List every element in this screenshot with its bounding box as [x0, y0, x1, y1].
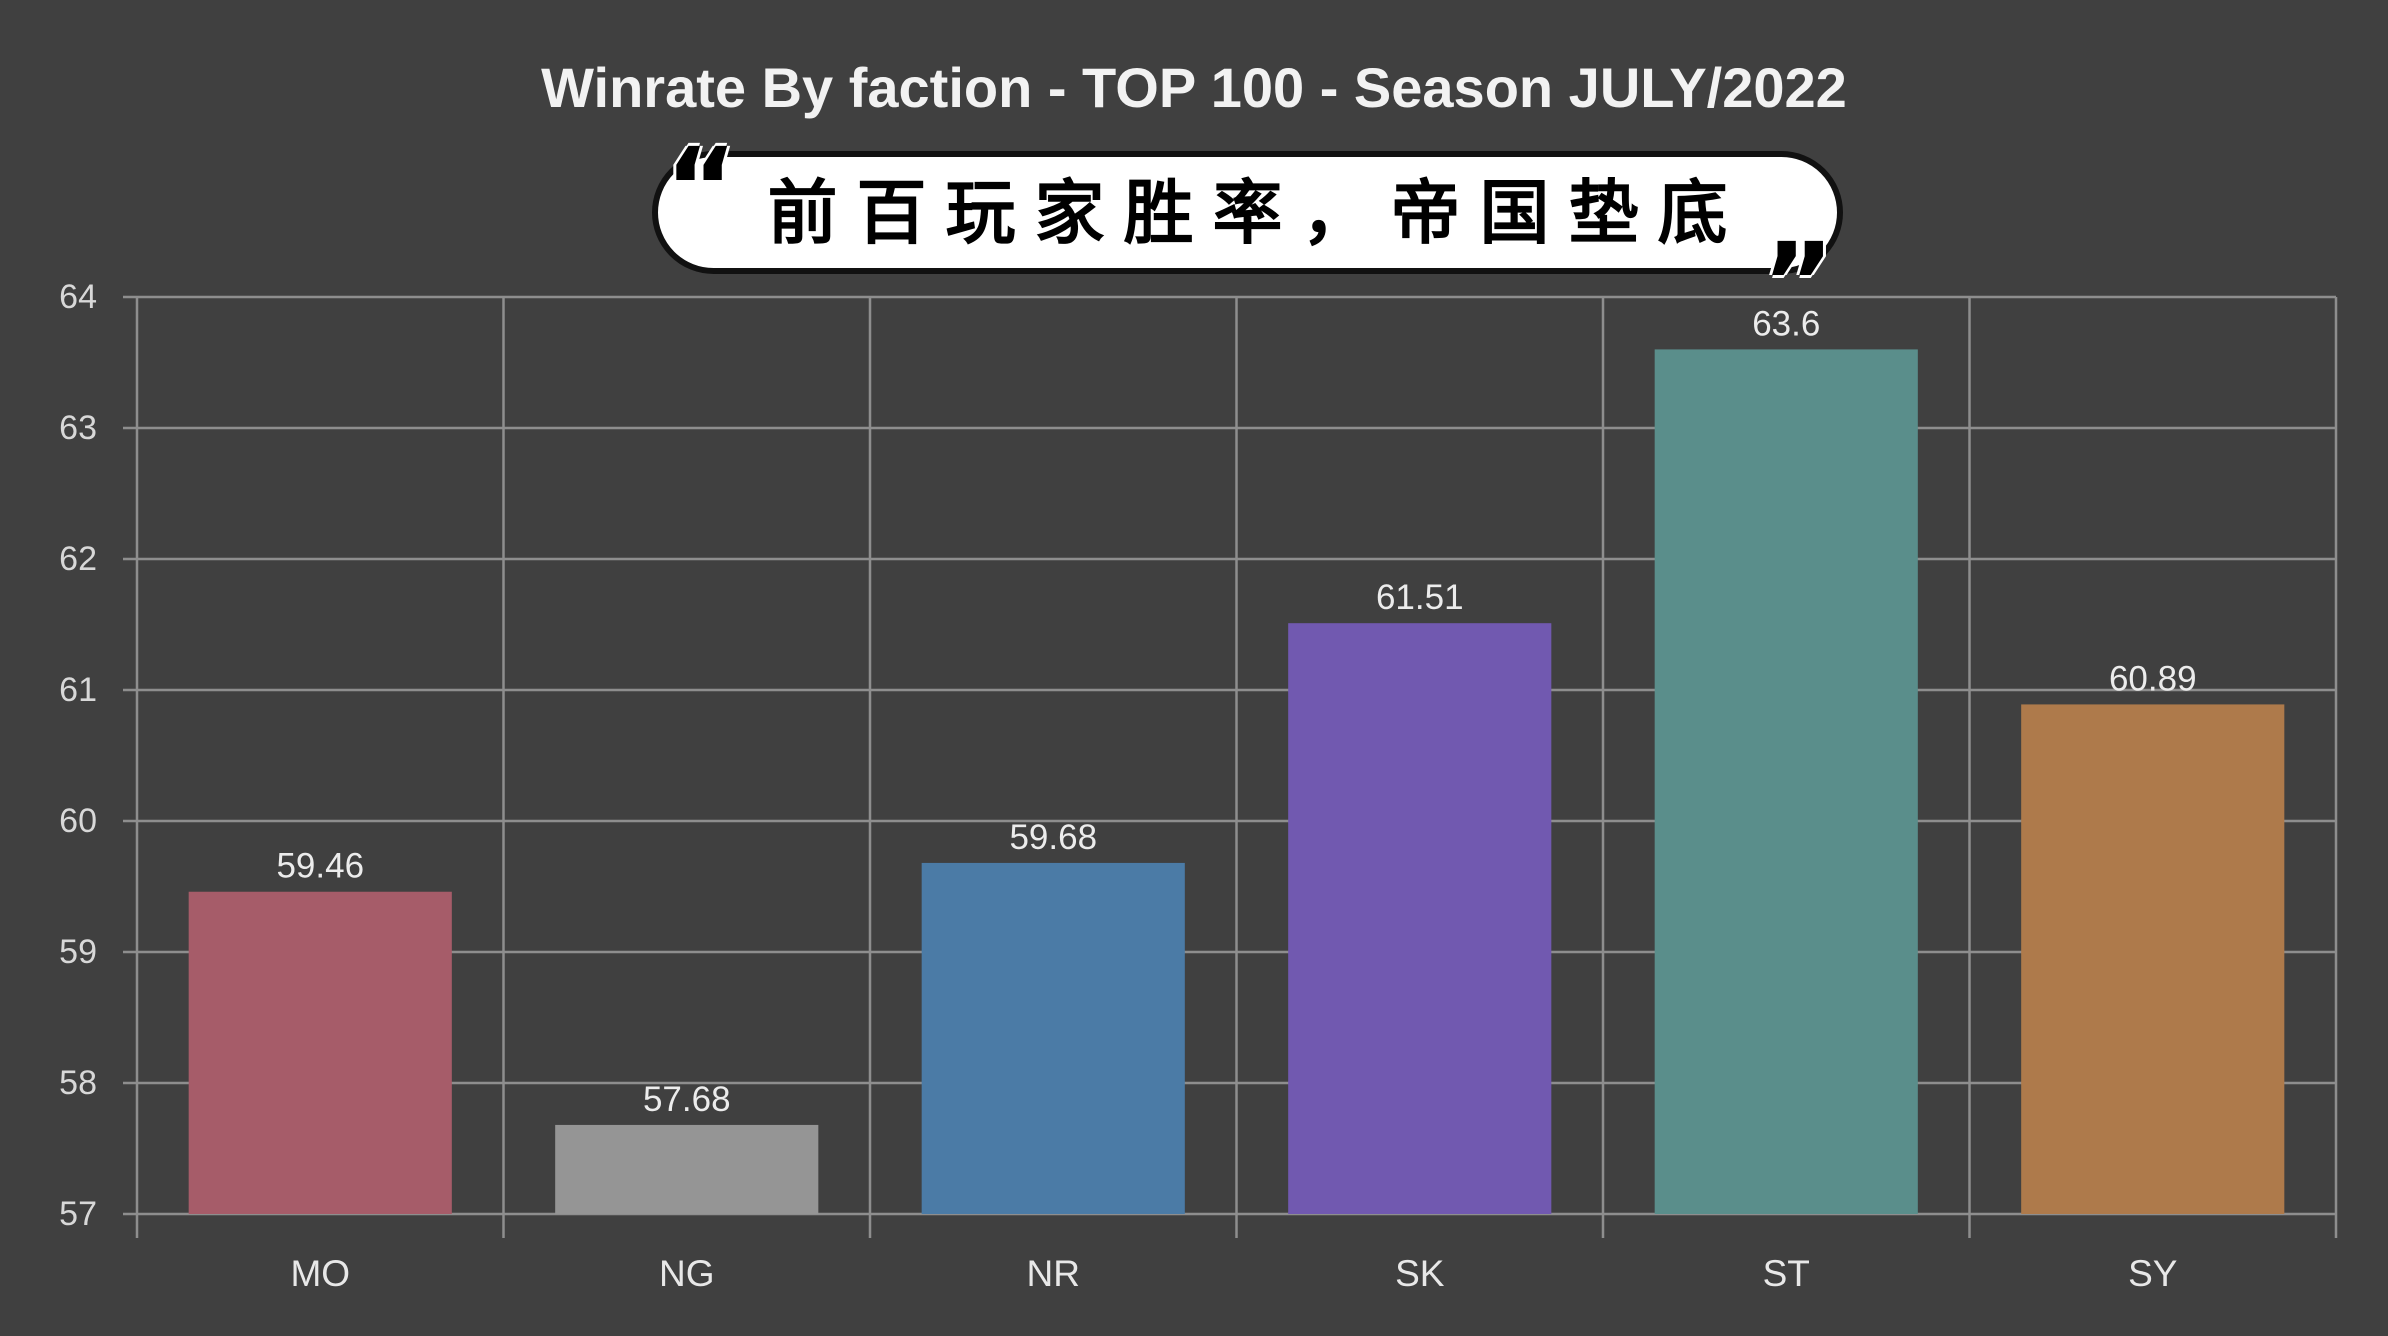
- bar-nr: [921, 862, 1185, 1214]
- y-tick-label: 63: [59, 409, 97, 447]
- data-label: 59.46: [276, 847, 364, 886]
- callout-text: 前百玩家胜率，帝国垫底: [767, 171, 1747, 254]
- y-tick-label: 62: [59, 540, 97, 578]
- data-label: 57.68: [643, 1080, 731, 1119]
- x-tick-label: NR: [1027, 1253, 1080, 1294]
- callout-bubble: 前百玩家胜率，帝国垫底: [652, 151, 1843, 274]
- data-label: 63.6: [1752, 304, 1820, 343]
- y-tick-label: 59: [59, 933, 97, 971]
- x-tick-label: NG: [659, 1253, 715, 1294]
- close-quote: ”: [1762, 219, 1835, 347]
- data-label: 60.89: [2109, 659, 2197, 698]
- bar-mo: [188, 891, 452, 1214]
- y-tick-label: 58: [59, 1064, 97, 1102]
- bar-ng: [555, 1124, 819, 1214]
- gridlines: [123, 295, 2338, 1238]
- bar-sk: [1288, 623, 1552, 1214]
- y-tick-label: 60: [59, 802, 97, 840]
- bars: [188, 349, 2285, 1214]
- y-tick-label: 57: [59, 1195, 97, 1233]
- y-tick-label: 64: [59, 278, 97, 316]
- data-label: 61.51: [1376, 578, 1464, 617]
- bar-st: [1654, 349, 1918, 1214]
- y-tick-label: 61: [59, 671, 97, 709]
- bar-sy: [2021, 704, 2285, 1214]
- x-tick-label: SY: [2128, 1253, 2177, 1294]
- x-tick-label: MO: [290, 1253, 350, 1294]
- open-quote: “: [665, 124, 738, 252]
- chart-title: Winrate By faction - TOP 100 - Season JU…: [541, 56, 1847, 119]
- data-label: 59.68: [1009, 818, 1097, 857]
- x-tick-label: SK: [1395, 1253, 1445, 1294]
- x-tick-label: ST: [1763, 1253, 1810, 1294]
